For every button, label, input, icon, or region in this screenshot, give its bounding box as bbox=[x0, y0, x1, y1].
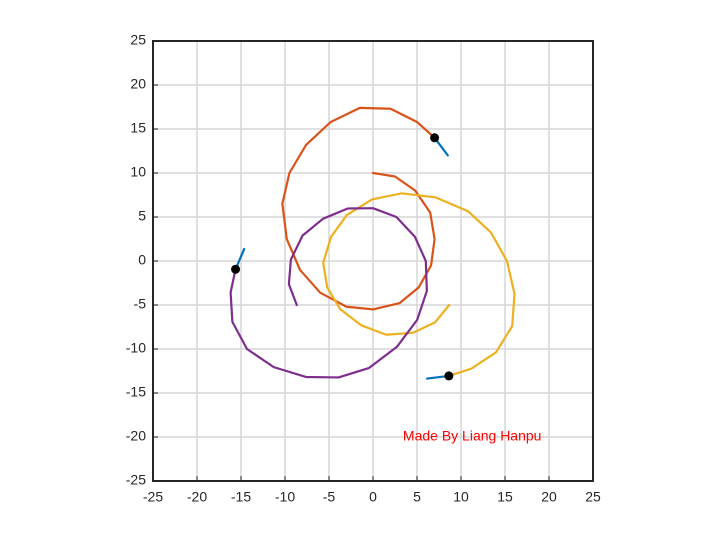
x-tick-label: -10 bbox=[275, 489, 295, 505]
x-tick-label: -5 bbox=[323, 489, 336, 505]
x-tick-label: -25 bbox=[143, 489, 163, 505]
y-tick-label: -20 bbox=[126, 428, 146, 444]
y-tick-label: -25 bbox=[126, 472, 146, 488]
marker bbox=[430, 133, 440, 143]
trajectory bbox=[322, 192, 516, 378]
marker bbox=[231, 264, 241, 274]
y-tick-label: -10 bbox=[126, 340, 146, 356]
x-tick-label: 20 bbox=[541, 489, 557, 505]
x-tick-label: -20 bbox=[187, 489, 207, 505]
y-tick-label: 5 bbox=[138, 208, 146, 224]
x-tick-label: 5 bbox=[413, 489, 421, 505]
annotation: Made By Liang Hanpu bbox=[403, 428, 542, 444]
trajectory bbox=[281, 106, 436, 311]
x-tick-label: 25 bbox=[585, 489, 601, 505]
x-tick-label: -15 bbox=[231, 489, 251, 505]
y-tick-label: 25 bbox=[130, 32, 146, 48]
marker bbox=[444, 371, 454, 381]
x-tick-label: 0 bbox=[369, 489, 377, 505]
x-tick-label: 15 bbox=[497, 489, 513, 505]
y-tick-label: -5 bbox=[134, 296, 147, 312]
y-tick-label: 10 bbox=[130, 164, 146, 180]
y-tick-label: 0 bbox=[138, 252, 146, 268]
y-tick-label: -15 bbox=[126, 384, 146, 400]
axes-box bbox=[152, 40, 594, 482]
y-tick-label: 20 bbox=[130, 76, 146, 92]
x-tick-label: 10 bbox=[453, 489, 469, 505]
trajectory bbox=[229, 207, 428, 379]
y-tick-label: 15 bbox=[130, 120, 146, 136]
